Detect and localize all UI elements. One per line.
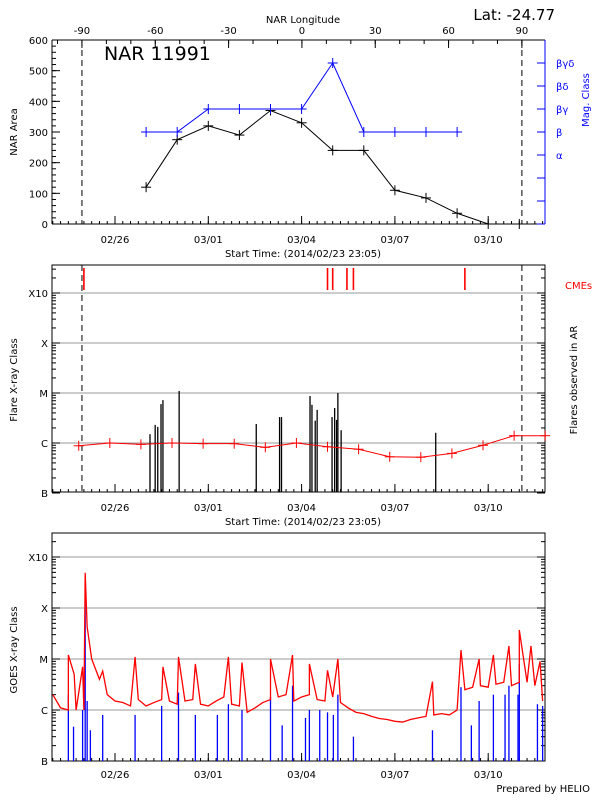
y-tick-label: 300 [29,128,48,139]
x-tick-label: 03/04 [287,770,316,781]
x-axis-title: Start Time: (2014/02/23 23:05) [225,517,381,528]
background-flux-line [78,435,546,458]
y-tick-label: X [41,339,48,350]
y-axis-title: GOES X-ray Class [9,606,20,693]
y-tick-label: X10 [28,553,48,564]
longitude-tick-label: 0 [299,26,305,37]
y-axis-title: Flare X-ray Class [9,338,20,422]
y-tick-label: 500 [29,67,48,78]
prepared-by-label: Prepared by HELIO [496,784,590,795]
x-tick-label: 03/01 [194,503,223,514]
y-tick-label: C [41,439,48,450]
cme-label: CMEs [565,281,592,292]
y-tick-label: 600 [29,36,48,47]
x-axis-title: Start Time: (2014/02/23 23:05) [225,249,381,260]
region-title: NAR 11991 [104,43,211,65]
y-tick-label: 0 [42,220,48,231]
plot-frame [51,532,546,762]
x-tick-label: 03/10 [474,503,503,514]
x-tick-label: 03/04 [287,235,316,246]
y-tick-label: C [41,706,48,717]
x-tick-label: 02/26 [101,235,130,246]
x-tick-label: 03/01 [194,235,223,246]
y-tick-label: X [41,604,48,615]
latitude-label: Lat: -24.77 [473,6,555,24]
x-tick-label: 03/10 [474,235,503,246]
y-tick-label: B [41,757,48,768]
longitude-tick-label: 60 [442,26,455,37]
x-tick-label: 02/26 [101,503,130,514]
plot-frame [51,264,546,493]
y2-tick-label: α [556,151,563,162]
y2-axis-title: Flares observed in AR [569,326,580,435]
y-tick-label: M [39,655,48,666]
y2-tick-label: βγδ [556,59,574,70]
y2-tick-label: βγ [556,105,568,116]
x-tick-label: 03/10 [474,770,503,781]
y-tick-label: X10 [28,289,48,300]
y-tick-label: B [41,489,48,500]
y2-tick-label: βδ [556,82,569,93]
y-tick-label: 200 [29,159,48,170]
x-tick-label: 03/07 [380,235,409,246]
x-tick-label: 02/26 [101,770,130,781]
top-axis-title: NAR Longitude [266,15,340,26]
longitude-tick-label: -60 [147,26,163,37]
longitude-tick-label: -30 [220,26,236,37]
y-tick-label: 100 [29,189,48,200]
longitude-tick-label: 30 [369,26,382,37]
longitude-tick-label: -90 [74,26,90,37]
longitude-tick-label: 90 [516,26,529,37]
y2-tick-label: β [556,128,562,139]
area-series-line [145,109,520,225]
x-tick-label: 03/07 [380,503,409,514]
goes-long-line [52,572,544,723]
y-tick-label: M [39,389,48,400]
x-tick-label: 03/04 [287,503,316,514]
y2-axis-title: Mag. Class [581,73,592,127]
y-tick-label: 400 [29,97,48,108]
y-axis-title: NAR Area [9,108,20,155]
x-tick-label: 03/07 [380,770,409,781]
x-tick-label: 03/01 [194,770,223,781]
